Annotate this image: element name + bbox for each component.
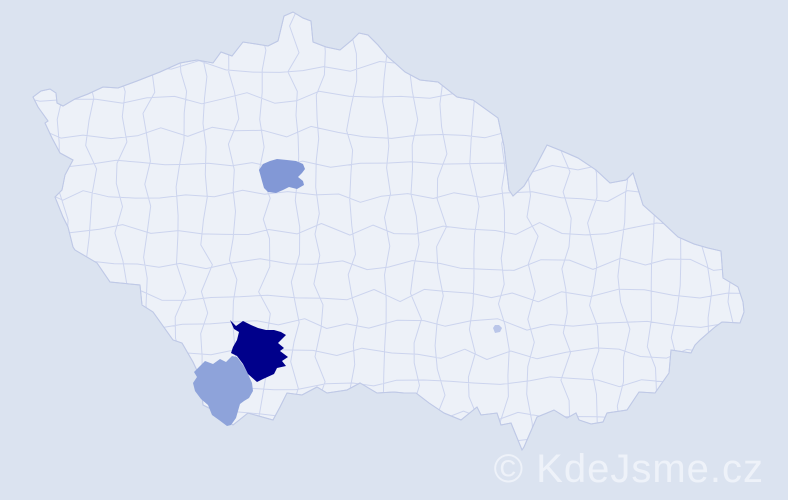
district-vysocina-small-area[interactable]	[493, 325, 502, 333]
watermark: © KdeJsme.cz	[493, 447, 764, 491]
district-cesky-krumlov[interactable]	[193, 356, 253, 426]
district-praha[interactable]	[259, 159, 305, 193]
district-ceske-budejovice[interactable]	[230, 320, 288, 382]
